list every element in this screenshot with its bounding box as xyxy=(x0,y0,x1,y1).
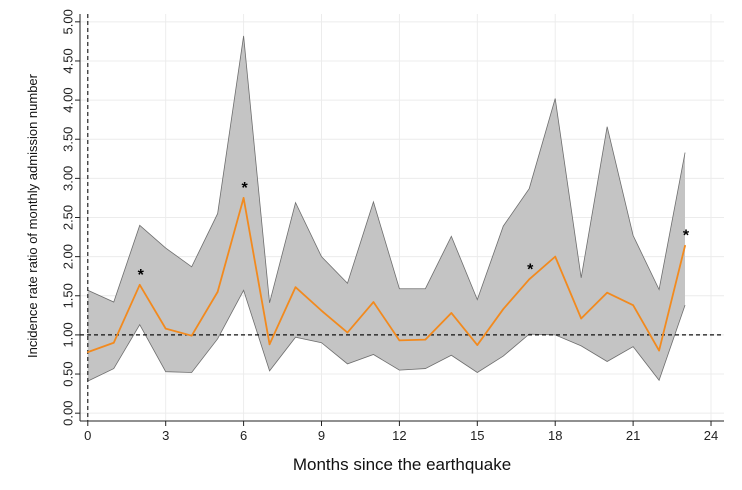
y-tick-label-5: 2.50 xyxy=(61,205,76,230)
x-tick-label-3: 3 xyxy=(162,428,169,443)
irr-point-2 xyxy=(138,284,141,286)
irr-point-12 xyxy=(398,339,401,342)
x-tick-label-21: 21 xyxy=(626,428,640,443)
x-tick-label-24: 24 xyxy=(704,428,718,443)
x-tick-label-18: 18 xyxy=(548,428,562,443)
irr-point-8 xyxy=(294,286,297,288)
y-tick-label-6: 3.00 xyxy=(61,166,76,191)
irr-point-13 xyxy=(424,338,427,341)
irr-point-22 xyxy=(658,349,660,352)
irr-point-6 xyxy=(242,197,245,199)
irr-point-21 xyxy=(632,304,634,306)
irr-point-1 xyxy=(112,341,115,344)
x-tick-label-6: 6 xyxy=(240,428,247,443)
irr-point-4 xyxy=(190,334,193,337)
significance-marker-month-17: * xyxy=(527,261,534,278)
irr-point-18 xyxy=(554,255,557,258)
ci-lower-line xyxy=(87,289,686,382)
y-tick-label-8: 4.00 xyxy=(61,87,76,112)
ci-upper-line xyxy=(87,35,686,303)
irr-point-17 xyxy=(528,278,531,281)
irr-point-14 xyxy=(450,312,453,314)
ci-band-area xyxy=(87,35,686,382)
y-tick-label-3: 1.50 xyxy=(61,283,76,308)
y-tick-label-10: 5.00 xyxy=(61,9,76,34)
x-tick-label-12: 12 xyxy=(392,428,406,443)
x-axis-title: Months since the earthquake xyxy=(293,455,511,474)
x-tick-label-9: 9 xyxy=(318,428,325,443)
irr-point-19 xyxy=(580,317,582,320)
irr-point-23 xyxy=(684,244,686,247)
x-tick-label-15: 15 xyxy=(470,428,484,443)
irr-point-11 xyxy=(372,301,375,303)
axes-layer: 0 3 6 9 12 15 18 21 24 0.00 0.50 1.00 1.50 2.00 2.50 3.… xyxy=(61,9,724,443)
y-tick-label-1: 0.50 xyxy=(61,361,76,386)
irr-point-20 xyxy=(606,291,608,294)
significance-markers-layer: * * * * xyxy=(138,180,690,284)
y-tick-label-7: 3.50 xyxy=(61,127,76,152)
y-tick-label-9: 4.50 xyxy=(61,48,76,73)
significance-marker-month-2: * xyxy=(138,267,145,284)
irr-series-line xyxy=(87,197,686,353)
irr-point-9 xyxy=(320,309,323,312)
y-tick-label-4: 2.00 xyxy=(61,244,76,269)
y-axis-title: Incidence rate ratio of monthly admissio… xyxy=(25,73,40,358)
irr-point-3 xyxy=(164,327,167,330)
x-tick-label-0: 0 xyxy=(84,428,91,443)
irr-point-5 xyxy=(216,291,219,293)
irr-point-15 xyxy=(476,344,479,346)
significance-marker-month-6: * xyxy=(241,180,248,197)
ci-band-layer xyxy=(87,35,686,382)
irr-point-10 xyxy=(346,331,349,334)
y-tick-label-0: 0.00 xyxy=(61,401,76,426)
y-tick-label-2: 1.00 xyxy=(61,322,76,347)
irr-line-layer xyxy=(86,197,686,353)
irr-point-7 xyxy=(268,343,271,346)
significance-marker-month-23: * xyxy=(683,228,690,245)
irr-point-0 xyxy=(86,351,89,353)
irr-point-16 xyxy=(502,308,505,310)
